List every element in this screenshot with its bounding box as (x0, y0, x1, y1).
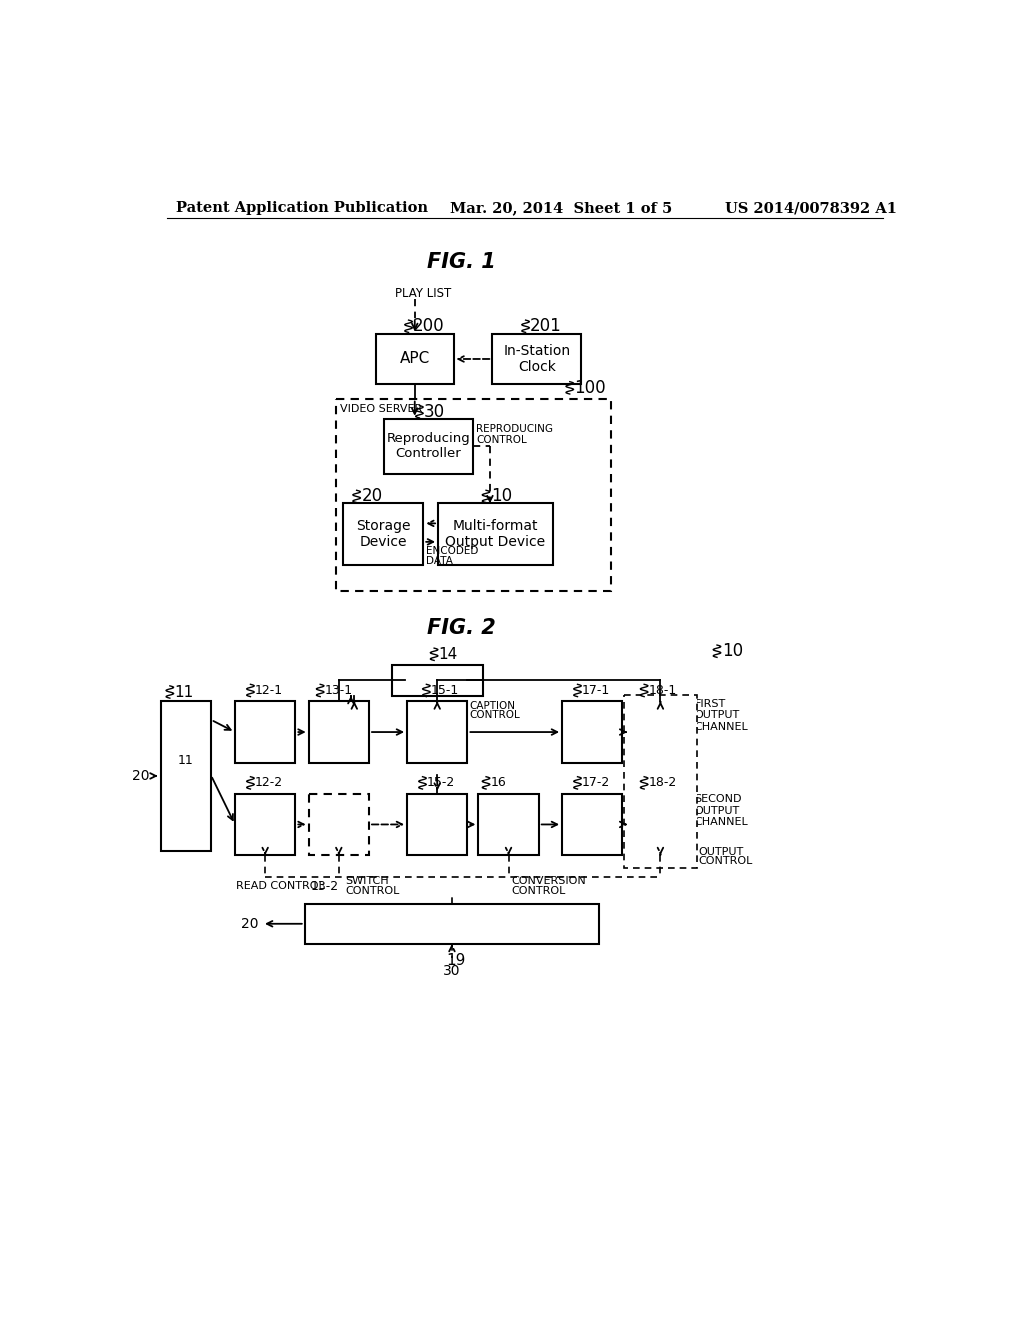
Bar (630, 701, 690, 763)
Text: SECOND
OUTPUT
CHANNEL: SECOND OUTPUT CHANNEL (694, 795, 749, 828)
Bar (234, 701, 295, 763)
Text: 12-1: 12-1 (255, 684, 284, 697)
Text: 13-1: 13-1 (325, 684, 353, 697)
Bar (630, 793, 690, 855)
Text: 10: 10 (490, 487, 512, 506)
Bar (336, 399, 611, 591)
Bar (308, 793, 369, 855)
Text: FIG. 1: FIG. 1 (427, 252, 496, 272)
Bar (478, 793, 539, 855)
Text: 18-1: 18-1 (649, 684, 677, 697)
Text: CONTROL: CONTROL (476, 436, 526, 445)
Text: CONVERSION: CONVERSION (512, 876, 587, 887)
Text: 15-2: 15-2 (427, 776, 456, 789)
Text: ENCODED: ENCODED (426, 546, 479, 556)
Text: 20: 20 (132, 770, 150, 783)
Text: 30: 30 (443, 964, 461, 978)
Text: 13-2: 13-2 (311, 879, 339, 892)
Bar (407, 701, 467, 763)
Text: REPRODUCING: REPRODUCING (476, 425, 553, 434)
Text: Mar. 20, 2014  Sheet 1 of 5: Mar. 20, 2014 Sheet 1 of 5 (450, 202, 672, 215)
Text: 100: 100 (574, 379, 606, 397)
Text: 10: 10 (722, 643, 742, 660)
Text: Storage
Device: Storage Device (356, 519, 411, 549)
Text: 14: 14 (438, 647, 458, 661)
Bar (562, 701, 623, 763)
Bar (376, 334, 454, 384)
Text: 17-1: 17-1 (583, 684, 610, 697)
Text: READ CONTROL: READ CONTROL (237, 880, 326, 891)
Text: FIG. 2: FIG. 2 (427, 618, 496, 638)
Text: 30: 30 (424, 403, 445, 421)
Bar (391, 665, 483, 696)
Text: In-Station
Clock: In-Station Clock (503, 345, 570, 374)
Text: CONTROL: CONTROL (698, 857, 753, 866)
Bar (438, 503, 553, 565)
Text: CONTROL: CONTROL (512, 886, 566, 896)
Text: Patent Application Publication: Patent Application Publication (176, 202, 428, 215)
Text: FIRST
OUTPUT
CHANNEL: FIRST OUTPUT CHANNEL (694, 698, 749, 731)
Text: 15-1: 15-1 (431, 684, 460, 697)
Bar (407, 793, 467, 855)
Text: PLAY LIST: PLAY LIST (395, 286, 452, 300)
Text: CONTROL: CONTROL (469, 710, 520, 721)
Text: 11: 11 (178, 755, 194, 767)
Bar (308, 701, 369, 763)
Text: 19: 19 (446, 953, 466, 969)
Text: 17-2: 17-2 (583, 776, 610, 789)
Text: 201: 201 (530, 317, 562, 335)
Bar (384, 418, 473, 474)
Bar (624, 696, 697, 867)
Text: 16: 16 (490, 776, 507, 789)
Text: Reproducing
Controller: Reproducing Controller (386, 433, 470, 461)
Text: APC: APC (399, 351, 430, 367)
Text: 20: 20 (241, 917, 258, 931)
Text: VIDEO SERVER: VIDEO SERVER (340, 404, 423, 413)
Text: CONTROL: CONTROL (345, 886, 399, 896)
Text: 18-2: 18-2 (649, 776, 677, 789)
Text: 200: 200 (414, 317, 444, 335)
Text: DATA: DATA (426, 556, 454, 566)
Text: SWITCH: SWITCH (345, 876, 389, 887)
Bar (305, 904, 599, 944)
Bar (493, 334, 582, 384)
Bar (234, 793, 295, 855)
Text: US 2014/0078392 A1: US 2014/0078392 A1 (725, 202, 897, 215)
Text: 12-2: 12-2 (255, 776, 284, 789)
Bar (343, 503, 423, 565)
Text: 11: 11 (174, 685, 194, 700)
Bar (562, 793, 623, 855)
Text: 20: 20 (361, 487, 382, 506)
Text: CAPTION: CAPTION (469, 701, 515, 711)
Text: Multi-format
Output Device: Multi-format Output Device (445, 519, 546, 549)
Bar (161, 701, 211, 851)
Text: OUTPUT: OUTPUT (698, 847, 743, 857)
